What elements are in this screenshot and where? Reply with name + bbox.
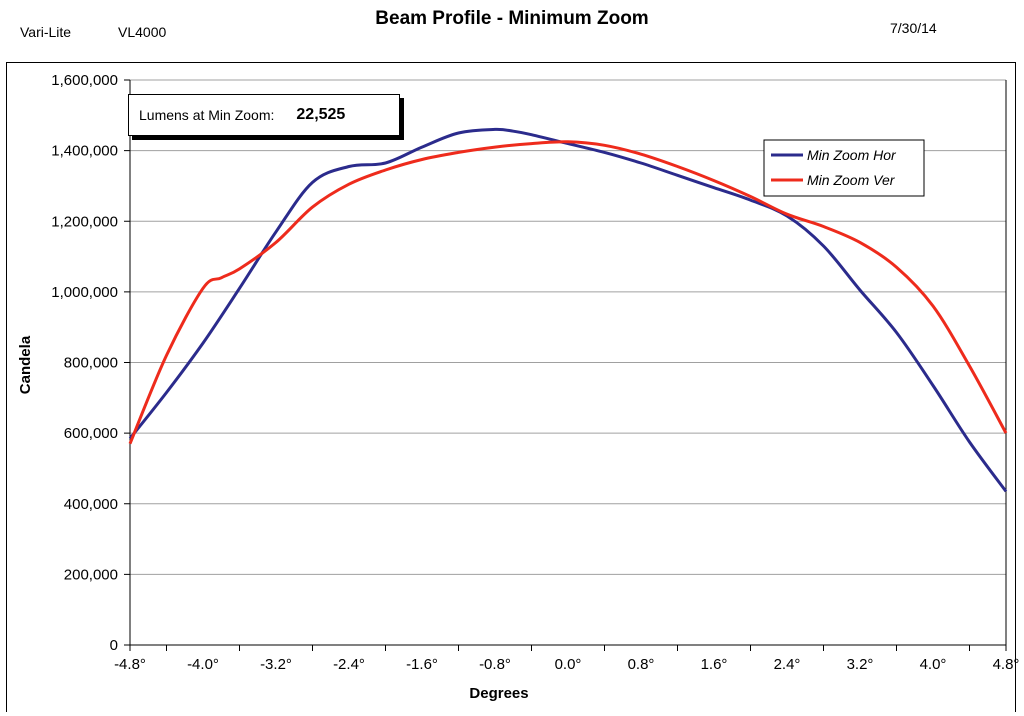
legend-label-hor: Min Zoom Hor bbox=[807, 147, 897, 163]
y-tick-label: 1,600,000 bbox=[51, 72, 118, 89]
lumens-label: Lumens at Min Zoom: bbox=[139, 107, 275, 123]
x-tick-label: 1.6° bbox=[701, 656, 728, 673]
tick-labels: 0 200,000 400,000 600,000 800,000 1,000,000 1,… bbox=[51, 72, 1019, 673]
legend-label-ver: Min Zoom Ver bbox=[807, 172, 896, 188]
y-tick-label: 0 bbox=[110, 637, 118, 654]
legend-box bbox=[763, 139, 925, 197]
x-axis-title: Degrees bbox=[469, 685, 528, 702]
x-tick-label: -2.4° bbox=[333, 656, 365, 673]
chart-title: Beam Profile - Minimum Zoom bbox=[375, 8, 649, 29]
y-tick-label: 200,000 bbox=[64, 566, 118, 583]
x-tick-label: -4.8° bbox=[114, 656, 146, 673]
brand-label: Vari-Lite bbox=[20, 24, 72, 40]
y-tick-label: 800,000 bbox=[64, 355, 118, 372]
date-label: 7/30/14 bbox=[890, 20, 937, 36]
y-tick-label: 1,200,000 bbox=[51, 213, 118, 230]
y-tick-label: 1,400,000 bbox=[51, 143, 118, 160]
series-lines bbox=[128, 127, 1008, 493]
lumens-value: 22,525 bbox=[296, 106, 346, 123]
series-line-ver bbox=[128, 140, 1008, 445]
x-tick-label: 4.0° bbox=[920, 656, 947, 673]
x-tick-label: -4.0° bbox=[187, 656, 219, 673]
x-tick-label: 0.0° bbox=[555, 656, 582, 673]
chart-frame bbox=[6, 62, 1016, 712]
x-tick-label: 0.8° bbox=[628, 656, 655, 673]
y-tick-label: 600,000 bbox=[64, 425, 118, 442]
x-tick-label: 3.2° bbox=[847, 656, 874, 673]
lumens-annotation: Lumens at Min Zoom: 22,525 bbox=[128, 94, 400, 136]
model-label: VL4000 bbox=[118, 24, 167, 40]
x-tick-label: -3.2° bbox=[260, 656, 292, 673]
x-tick-label: -0.8° bbox=[479, 656, 511, 673]
x-tick-label: 2.4° bbox=[774, 656, 801, 673]
y-tick-label: 1,000,000 bbox=[51, 284, 118, 301]
legend: Min Zoom Hor Min Zoom Ver bbox=[763, 139, 925, 197]
y-axis-title: Candela bbox=[17, 335, 34, 394]
y-tick-label: 400,000 bbox=[64, 496, 118, 513]
series-line-hor bbox=[128, 127, 1008, 493]
x-tick-label: 4.8° bbox=[993, 656, 1020, 673]
axes bbox=[124, 79, 1007, 651]
x-tick-label: -1.6° bbox=[406, 656, 438, 673]
